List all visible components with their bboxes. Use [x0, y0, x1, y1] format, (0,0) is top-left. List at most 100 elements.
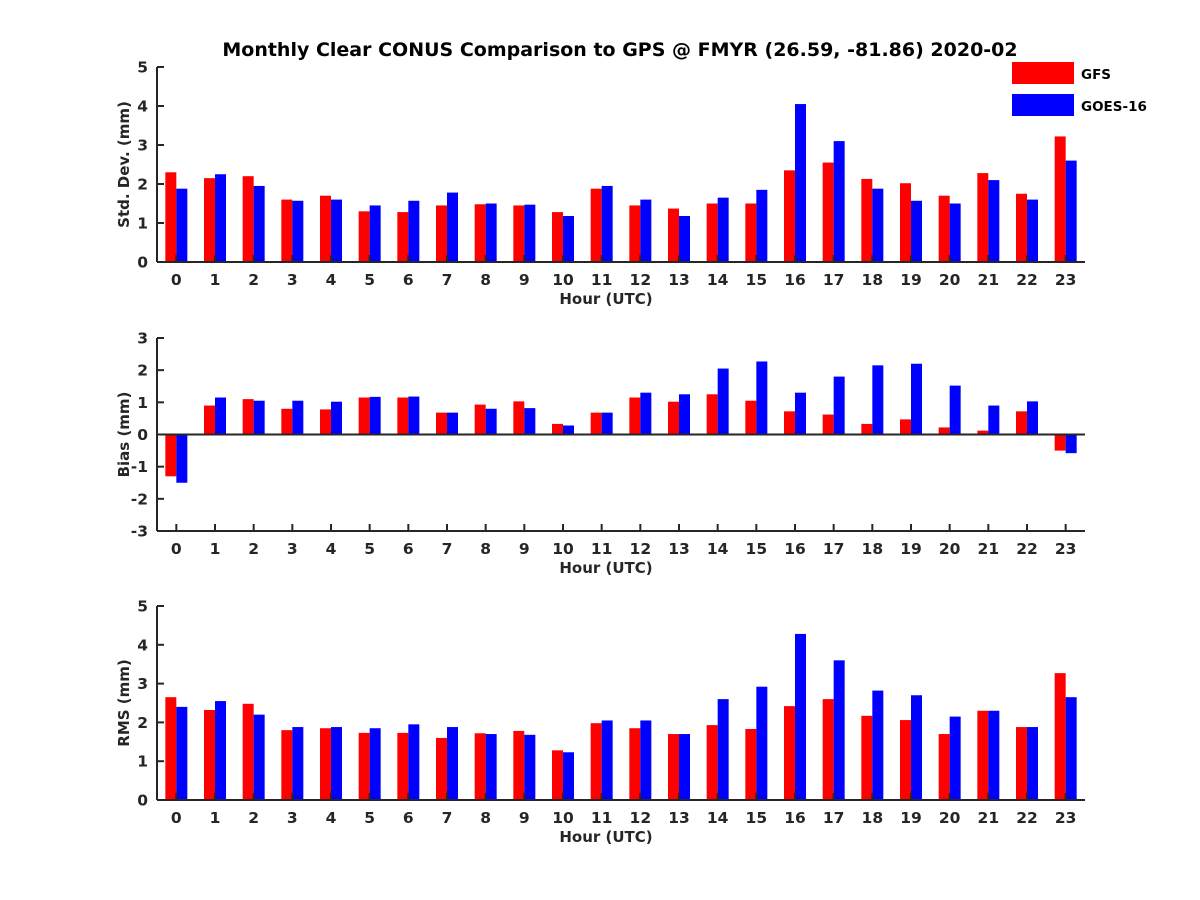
bar-goes-16-hour-3	[292, 400, 304, 435]
y-tick-label: 3	[137, 137, 148, 155]
bar-gfs-hour-2	[242, 399, 254, 435]
x-tick-label: 7	[442, 809, 453, 827]
x-tick-label: 18	[862, 809, 884, 827]
bar-goes-16-hour-19	[911, 695, 922, 800]
y-tick-label: 3	[137, 675, 148, 693]
y-tick-label: 3	[137, 330, 148, 348]
y-tick-label: 0	[137, 254, 148, 272]
y-tick-label: 1	[137, 215, 148, 233]
bar-gfs-hour-14	[706, 394, 718, 435]
legend-label-gfs: GFS	[1081, 67, 1111, 83]
bar-gfs-hour-0	[165, 434, 177, 477]
y-tick-label: 2	[137, 176, 148, 194]
y-axis-label: Std. Dev. (mm)	[115, 101, 133, 228]
y-tick-label: 2	[137, 714, 148, 732]
bar-goes-16-hour-8	[485, 203, 497, 262]
bar-gfs-hour-18	[861, 423, 873, 435]
bar-gfs-hour-11	[590, 723, 602, 800]
x-tick-label: 20	[939, 809, 961, 827]
bar-goes-16-hour-16	[795, 104, 806, 262]
bar-goes-16-hour-12	[640, 199, 652, 262]
y-axis-label: Bias (mm)	[115, 392, 133, 478]
bar-goes-16-hour-6	[408, 724, 420, 800]
bar-goes-16-hour-17	[833, 376, 845, 435]
bar-gfs-hour-16	[784, 706, 795, 800]
bar-goes-16-hour-9	[524, 204, 536, 262]
bar-goes-16-hour-7	[447, 192, 458, 262]
bar-gfs-hour-19	[900, 720, 911, 800]
x-tick-label: 14	[707, 809, 729, 827]
x-tick-label: 19	[900, 809, 922, 827]
x-tick-label: 5	[364, 540, 375, 558]
bar-gfs-hour-10	[552, 212, 563, 262]
x-tick-label: 9	[519, 809, 530, 827]
y-tick-label: 0	[137, 792, 148, 810]
x-tick-label: 12	[630, 271, 652, 289]
x-tick-label: 2	[248, 809, 259, 827]
x-tick-label: 18	[862, 540, 884, 558]
bar-goes-16-hour-14	[717, 368, 729, 435]
x-tick-label: 0	[171, 271, 182, 289]
bar-gfs-hour-20	[938, 734, 950, 800]
bar-goes-16-hour-1	[215, 397, 226, 435]
x-tick-label: 2	[248, 540, 259, 558]
bar-goes-16-hour-11	[601, 720, 613, 800]
series-goes-16	[176, 104, 1077, 262]
bar-goes-16-hour-6	[408, 200, 420, 262]
bar-goes-16-hour-8	[485, 408, 497, 435]
legend-label-goes-16: GOES-16	[1081, 99, 1147, 115]
bar-goes-16-hour-7	[447, 412, 458, 435]
bar-goes-16-hour-10	[563, 425, 574, 435]
y-tick-label: 1	[137, 753, 148, 771]
bar-goes-16-hour-20	[949, 203, 961, 262]
x-tick-label: 15	[746, 271, 768, 289]
legend-swatch-gfs	[1012, 62, 1074, 84]
y-tick-label: -2	[131, 490, 148, 508]
bar-gfs-hour-23	[1054, 136, 1066, 262]
bar-goes-16-hour-7	[447, 727, 458, 800]
x-tick-label: 3	[287, 540, 298, 558]
x-tick-label: 11	[591, 809, 613, 827]
bar-gfs-hour-21	[977, 710, 989, 800]
bar-goes-16-hour-2	[253, 714, 265, 800]
bar-goes-16-hour-15	[756, 189, 768, 262]
bar-goes-16-hour-22	[1027, 199, 1038, 262]
x-tick-label: 21	[978, 271, 1000, 289]
x-tick-label: 6	[403, 540, 414, 558]
bar-gfs-hour-13	[668, 208, 679, 262]
bar-gfs-hour-17	[822, 162, 834, 262]
y-axis-label: RMS (mm)	[115, 659, 133, 746]
bar-goes-16-hour-18	[872, 690, 884, 800]
series-gfs	[165, 136, 1066, 262]
bar-goes-16-hour-13	[679, 394, 690, 435]
x-tick-label: 23	[1055, 809, 1077, 827]
x-tick-label: 10	[552, 809, 574, 827]
y-tick-label: 5	[137, 59, 148, 77]
bar-gfs-hour-21	[977, 173, 989, 262]
bar-goes-16-hour-8	[485, 734, 497, 800]
bar-gfs-hour-4	[320, 409, 331, 435]
bar-goes-16-hour-15	[756, 361, 768, 435]
bar-goes-16-hour-3	[292, 200, 304, 262]
bar-goes-16-hour-11	[601, 412, 613, 435]
x-tick-label: 7	[442, 271, 453, 289]
bar-goes-16-hour-1	[215, 174, 226, 262]
x-tick-label: 22	[1016, 540, 1038, 558]
bar-goes-16-hour-23	[1065, 697, 1077, 800]
bar-gfs-hour-15	[745, 400, 757, 435]
bar-goes-16-hour-0	[176, 706, 188, 800]
bar-goes-16-hour-4	[331, 727, 342, 800]
bar-gfs-hour-17	[822, 699, 834, 800]
x-tick-label: 14	[707, 540, 729, 558]
bar-goes-16-hour-21	[988, 405, 1000, 435]
y-tick-label: 1	[137, 394, 148, 412]
bar-gfs-hour-20	[938, 195, 950, 262]
bar-gfs-hour-3	[281, 199, 293, 262]
bar-gfs-hour-12	[629, 205, 641, 262]
legend-swatch-goes-16	[1012, 94, 1074, 116]
bar-goes-16-hour-17	[833, 141, 845, 262]
x-tick-label: 4	[326, 271, 337, 289]
chart-legend: GFS GOES-16	[1012, 62, 1147, 116]
y-tick-label: 0	[137, 426, 148, 444]
